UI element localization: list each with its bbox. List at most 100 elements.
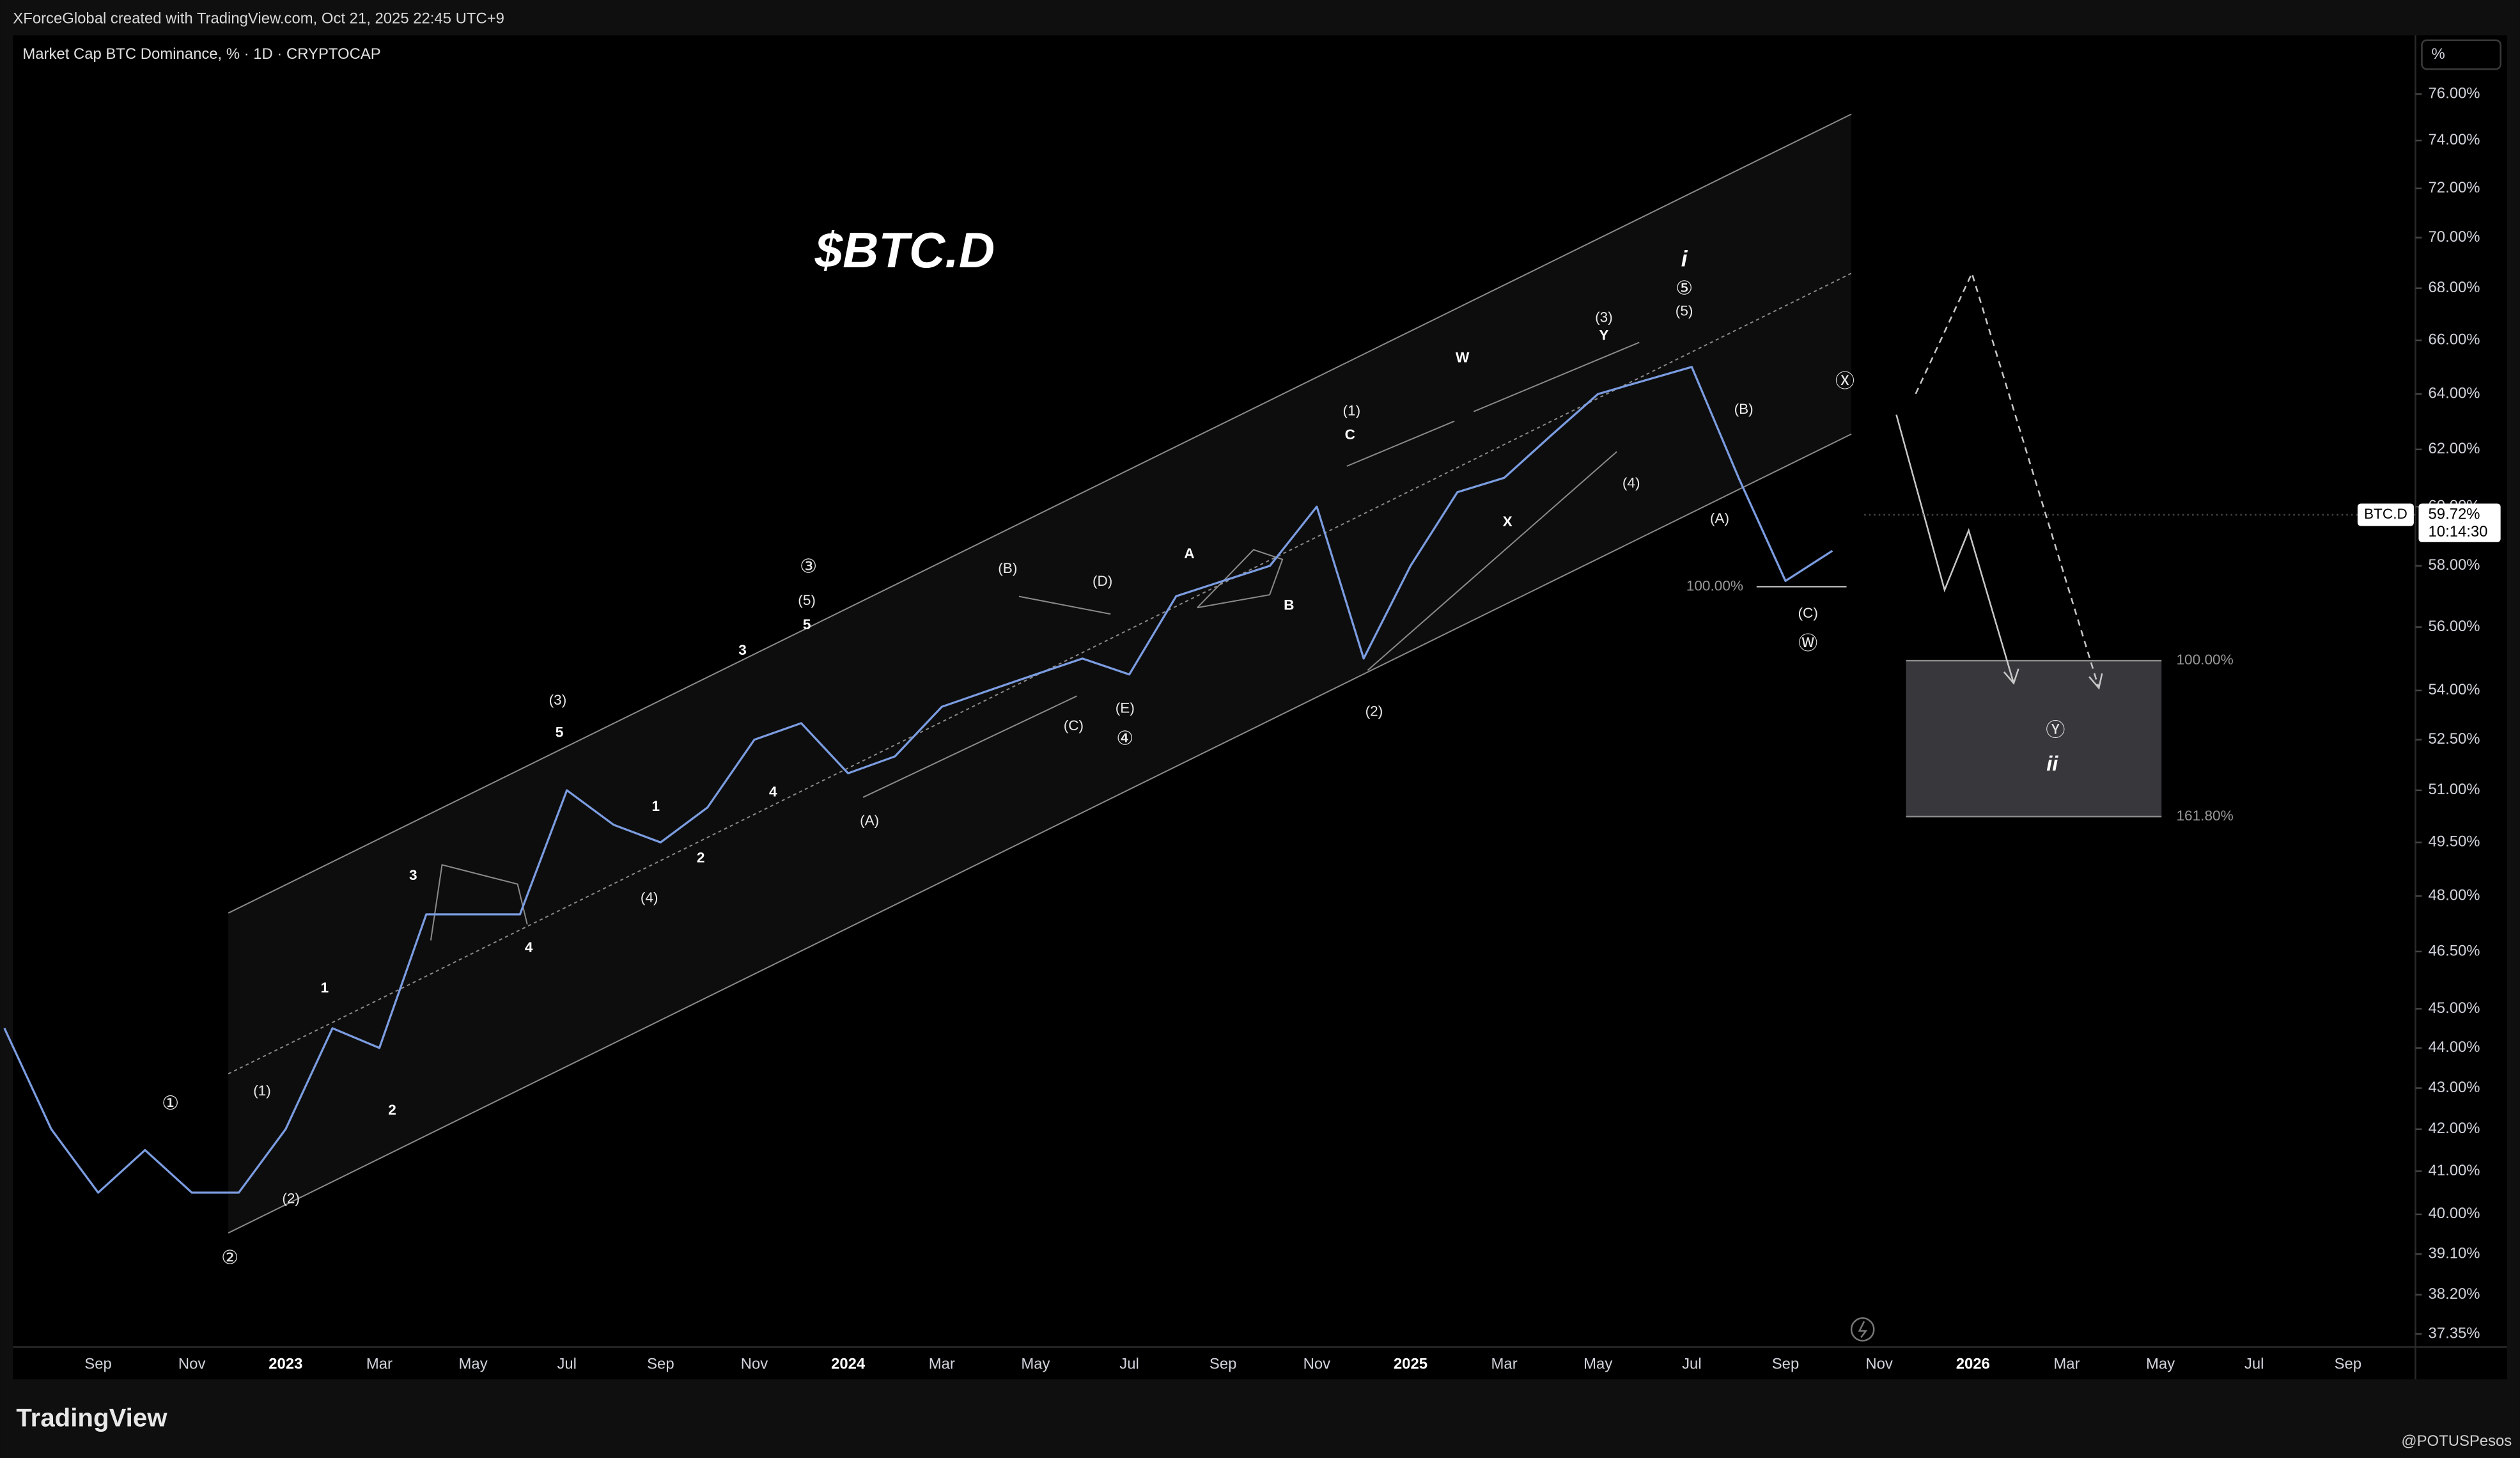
wave-label: (B) bbox=[998, 560, 1017, 576]
brand: TradingView bbox=[16, 1403, 167, 1432]
x-tick-label: Mar bbox=[366, 1356, 393, 1373]
x-tick-label: 2026 bbox=[1956, 1356, 1990, 1373]
trend-line bbox=[1346, 420, 1455, 467]
y-tick-label: 39.10% bbox=[2429, 1244, 2480, 1262]
wave-label: 2 bbox=[388, 1102, 396, 1118]
wave-label: 1 bbox=[321, 980, 329, 996]
wave-label: (5) bbox=[798, 592, 816, 608]
wave-label: ii bbox=[2046, 751, 2058, 775]
x-tick-label: May bbox=[2146, 1356, 2175, 1373]
x-tick-label: Jul bbox=[557, 1356, 577, 1373]
y-tick-label: 43.00% bbox=[2429, 1079, 2480, 1096]
wave-label: ④ bbox=[1116, 728, 1133, 749]
wave-label: 4 bbox=[769, 783, 777, 799]
wave-label: 1 bbox=[652, 798, 660, 814]
wave-label: (D) bbox=[1093, 573, 1112, 589]
wave-label: (2) bbox=[282, 1190, 300, 1206]
triangle bbox=[430, 864, 528, 941]
countdown: 10:14:30 bbox=[2429, 523, 2488, 540]
y-tick-label: 54.00% bbox=[2429, 681, 2480, 698]
price-line bbox=[3, 366, 1833, 1194]
y-tick-label: 41.00% bbox=[2429, 1162, 2480, 1179]
wave-label: (C) bbox=[1064, 717, 1084, 733]
wave-label: (A) bbox=[1710, 510, 1729, 526]
projection-path bbox=[1895, 414, 2015, 684]
fib-label: 100.00% bbox=[1686, 577, 1743, 593]
wave-label: B bbox=[1284, 597, 1294, 613]
wave-label: (B) bbox=[1734, 401, 1754, 417]
wave-label: (3) bbox=[1595, 310, 1613, 325]
y-tick-label: 72.00% bbox=[2429, 179, 2480, 196]
x-tick-label: Mar bbox=[2053, 1356, 2080, 1373]
x-tick-label: Nov bbox=[1865, 1356, 1893, 1373]
unit-button[interactable] bbox=[2421, 39, 2501, 70]
wave-label: Y bbox=[1599, 327, 1608, 343]
price-axis bbox=[2415, 35, 2507, 1347]
arrow-head bbox=[2003, 668, 2019, 685]
y-tick-label: 58.00% bbox=[2429, 556, 2480, 574]
author: @POTUSPesos bbox=[2401, 1432, 2512, 1450]
target-box bbox=[1906, 661, 2162, 817]
x-tick-label: Nov bbox=[1303, 1356, 1331, 1373]
price-tag bbox=[2418, 503, 2501, 542]
x-tick-label: May bbox=[1583, 1356, 1612, 1373]
unit-button-label: % bbox=[2432, 45, 2445, 63]
x-tick-label: Nov bbox=[741, 1356, 768, 1373]
y-tick-label: 62.00% bbox=[2429, 440, 2480, 457]
y-tick-label: 40.00% bbox=[2429, 1205, 2480, 1222]
time-axis bbox=[13, 1347, 2507, 1379]
wave-label: W bbox=[1456, 350, 1470, 366]
attribution: XForceGlobal created with TradingView.co… bbox=[13, 10, 504, 27]
triangle bbox=[1197, 549, 1284, 609]
wave-label: ③ bbox=[800, 556, 817, 577]
y-tick-label: 38.20% bbox=[2429, 1285, 2480, 1303]
arrow-head bbox=[2088, 673, 2103, 690]
trend-line bbox=[1473, 341, 1640, 412]
x-tick-label: May bbox=[459, 1356, 488, 1373]
y-tick-label: 42.00% bbox=[2429, 1120, 2480, 1137]
x-tick-label: Mar bbox=[929, 1356, 955, 1373]
x-tick-label: Sep bbox=[1772, 1356, 1799, 1373]
x-tick-label: Nov bbox=[178, 1356, 206, 1373]
y-tick-label: 74.00% bbox=[2429, 131, 2480, 148]
x-tick-label: 2023 bbox=[268, 1356, 302, 1373]
wave-labels: ① ② (1) (2) 1 2 3 4 (3) 5 1 2 (4) 3 4 ③ … bbox=[162, 247, 2234, 1269]
fib-label: 161.80% bbox=[2176, 808, 2233, 824]
wave-label: 5 bbox=[556, 724, 564, 740]
x-tick-label: Sep bbox=[84, 1356, 111, 1373]
channel-line bbox=[228, 433, 1852, 1234]
chart-title: $BTC.D bbox=[814, 222, 995, 278]
x-tick-label: Sep bbox=[647, 1356, 674, 1373]
trend-line bbox=[1367, 451, 1617, 671]
y-tick-label: 49.50% bbox=[2429, 833, 2480, 850]
wave-label: 5 bbox=[803, 616, 811, 632]
wave-label: (E) bbox=[1116, 700, 1135, 716]
wave-label: ⑤ bbox=[1676, 278, 1693, 299]
wave-label: (3) bbox=[549, 692, 567, 708]
projection-path-alt bbox=[1915, 270, 2100, 689]
y-tick-label: 52.50% bbox=[2429, 730, 2480, 748]
y-tick-label: 44.00% bbox=[2429, 1039, 2480, 1056]
y-tick-label: 70.00% bbox=[2429, 228, 2480, 246]
wave-label: (A) bbox=[860, 813, 879, 829]
x-tick-label: Sep bbox=[1209, 1356, 1236, 1373]
wave-label: (2) bbox=[1365, 703, 1383, 719]
wave-label: 3 bbox=[409, 867, 417, 883]
y-tick-label: 76.00% bbox=[2429, 84, 2480, 102]
symbol-info: Market Cap BTC Dominance, % · 1D · CRYPT… bbox=[22, 45, 380, 63]
y-tick-label: 68.00% bbox=[2429, 279, 2480, 296]
wave-label: 2 bbox=[697, 849, 705, 865]
wave-label: (4) bbox=[641, 890, 658, 905]
wave-label: X bbox=[1503, 513, 1513, 529]
replay-icon[interactable] bbox=[1850, 1317, 1875, 1342]
x-tick-label: 2024 bbox=[831, 1356, 866, 1373]
wave-label: A bbox=[1184, 545, 1194, 561]
replay-icon-bolt bbox=[1858, 1321, 1868, 1338]
y-tick-label: 46.50% bbox=[2429, 942, 2480, 959]
y-tick-label: 51.00% bbox=[2429, 781, 2480, 798]
y-tick-label: 56.00% bbox=[2429, 618, 2480, 635]
price-tag-label: 59.72% bbox=[2429, 505, 2480, 522]
wave-label: Ⓨ bbox=[2046, 720, 2065, 741]
y-tick-label: 48.00% bbox=[2429, 887, 2480, 904]
